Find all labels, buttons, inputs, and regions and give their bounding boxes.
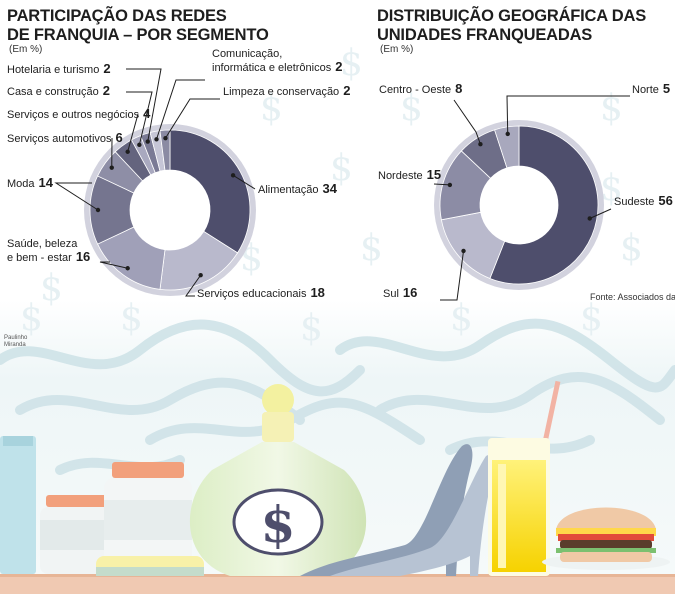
dollar-sign-pattern: $$$ $$$ $$ $ $$ $ $$$ bbox=[20, 43, 643, 349]
svg-text:$: $ bbox=[240, 238, 263, 279]
svg-text:$: $ bbox=[600, 168, 623, 209]
svg-text:$: $ bbox=[360, 228, 383, 269]
bottle-dollar-symbol: $ bbox=[261, 495, 296, 554]
label-casa: Casa e construção 2 bbox=[7, 83, 110, 98]
high-heel-shoes bbox=[300, 444, 494, 576]
table-surface bbox=[0, 574, 675, 594]
label-comunicacao-line2: informática e eletrônicos 2 bbox=[212, 59, 343, 74]
svg-text:$: $ bbox=[620, 228, 643, 269]
label-nordeste: Nordeste 15 bbox=[378, 167, 442, 182]
pill-jar-large bbox=[104, 462, 192, 574]
label-outros-negocios: Serviços e outros negócios 4 bbox=[7, 106, 151, 121]
svg-text:$: $ bbox=[260, 88, 283, 129]
label-educacionais: Serviços educacionais 18 bbox=[197, 285, 325, 300]
artist-credit-line1: Paulinho bbox=[4, 335, 28, 341]
cream-tube bbox=[0, 436, 36, 574]
label-centro-oeste: Centro - Oeste 8 bbox=[379, 81, 463, 96]
label-automotivos: Serviços automotivos 6 bbox=[7, 130, 123, 145]
svg-text:$: $ bbox=[20, 298, 43, 339]
label-alimentacao: Alimentação 34 bbox=[258, 181, 338, 196]
label-sul: Sul 16 bbox=[383, 285, 418, 300]
label-sudeste: Sudeste 56 bbox=[614, 193, 673, 208]
label-limpeza: Limpeza e conservação 2 bbox=[223, 83, 351, 98]
svg-text:$: $ bbox=[340, 43, 363, 84]
label-norte: Norte 5 bbox=[632, 81, 671, 96]
perfume-bottle: $ bbox=[189, 384, 367, 576]
svg-text:$: $ bbox=[120, 298, 143, 339]
chart-title-regions: DISTRIBUIÇÃO GEOGRÁFICA DAS UNIDADES FRA… bbox=[377, 7, 646, 44]
source-note: Fonte: Associados da ABF bbox=[590, 292, 675, 302]
svg-text:$: $ bbox=[330, 148, 353, 189]
chart-title-segments: PARTICIPAÇÃO DAS REDES DE FRANQUIA – POR… bbox=[7, 7, 269, 44]
soap-bar bbox=[96, 556, 204, 576]
svg-text:$: $ bbox=[600, 88, 623, 129]
chart-subtitle-regions: (Em %) bbox=[380, 44, 414, 55]
label-comunicacao-line1: Comunicação, bbox=[212, 48, 283, 60]
svg-text:$: $ bbox=[300, 308, 323, 349]
svg-text:$: $ bbox=[400, 88, 423, 129]
smoke-swirls bbox=[0, 318, 675, 475]
chart-subtitle-segments: (Em %) bbox=[9, 44, 43, 55]
svg-text:$: $ bbox=[450, 298, 473, 339]
artist-credit-line2: Miranda bbox=[4, 342, 26, 348]
label-saude-line2: e bem - estar 16 bbox=[7, 249, 91, 264]
juice-glass bbox=[488, 380, 561, 576]
label-moda: Moda 14 bbox=[7, 175, 53, 190]
svg-text:$: $ bbox=[40, 268, 63, 309]
pill-jar-small bbox=[40, 495, 114, 574]
svg-text:$: $ bbox=[580, 298, 603, 339]
label-saude-line1: Saúde, beleza bbox=[7, 238, 78, 250]
burger bbox=[542, 507, 670, 570]
label-hotelaria: Hotelaria e turismo 2 bbox=[7, 61, 111, 76]
